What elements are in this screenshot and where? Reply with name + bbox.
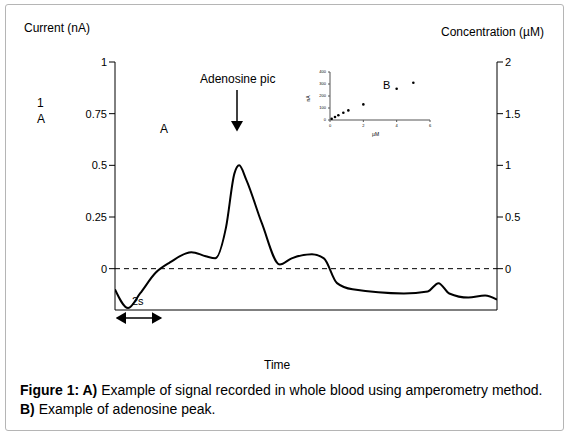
html-text:nA: nA bbox=[304, 95, 311, 102]
html-text:B: B bbox=[383, 79, 391, 91]
svg-text:2: 2 bbox=[362, 123, 365, 128]
svg-text:4: 4 bbox=[396, 123, 399, 128]
html-text:Adenosine pic: Adenosine pic bbox=[200, 72, 276, 86]
svg-text:100: 100 bbox=[319, 105, 326, 110]
html-text:µM: µM bbox=[372, 131, 379, 137]
svg-text:1.5: 1.5 bbox=[505, 108, 520, 120]
html-text:1: 1 bbox=[37, 96, 44, 110]
svg-text:300: 300 bbox=[319, 81, 326, 86]
html-text:Figure 1: A) Example of signal: Figure 1: A) Example of signal recorded … bbox=[20, 382, 543, 398]
svg-text:0.5: 0.5 bbox=[505, 211, 520, 223]
svg-text:200: 200 bbox=[319, 93, 326, 98]
svg-text:1: 1 bbox=[101, 56, 107, 68]
svg-text:1: 1 bbox=[505, 159, 511, 171]
svg-text:400: 400 bbox=[319, 69, 326, 74]
html-text:Concentration (µM): Concentration (µM) bbox=[441, 25, 544, 39]
html-text:A: A bbox=[160, 122, 168, 136]
html-text:B) Example of adenosine peak.: B) Example of adenosine peak. bbox=[20, 401, 216, 417]
svg-text:0: 0 bbox=[101, 263, 107, 275]
svg-text:0: 0 bbox=[324, 117, 327, 122]
html-text:2s: 2s bbox=[131, 295, 144, 307]
svg-text:0.25: 0.25 bbox=[86, 211, 107, 223]
html-text:Current (nA): Current (nA) bbox=[24, 21, 90, 35]
svg-text:0.75: 0.75 bbox=[86, 108, 107, 120]
svg-text:2: 2 bbox=[505, 56, 511, 68]
svg-text:0: 0 bbox=[505, 263, 511, 275]
html-text:Time: Time bbox=[264, 358, 291, 372]
svg-text:0.5: 0.5 bbox=[92, 159, 107, 171]
svg-text:0: 0 bbox=[329, 123, 332, 128]
html-text:A: A bbox=[37, 112, 45, 126]
svg-text:6: 6 bbox=[429, 123, 432, 128]
